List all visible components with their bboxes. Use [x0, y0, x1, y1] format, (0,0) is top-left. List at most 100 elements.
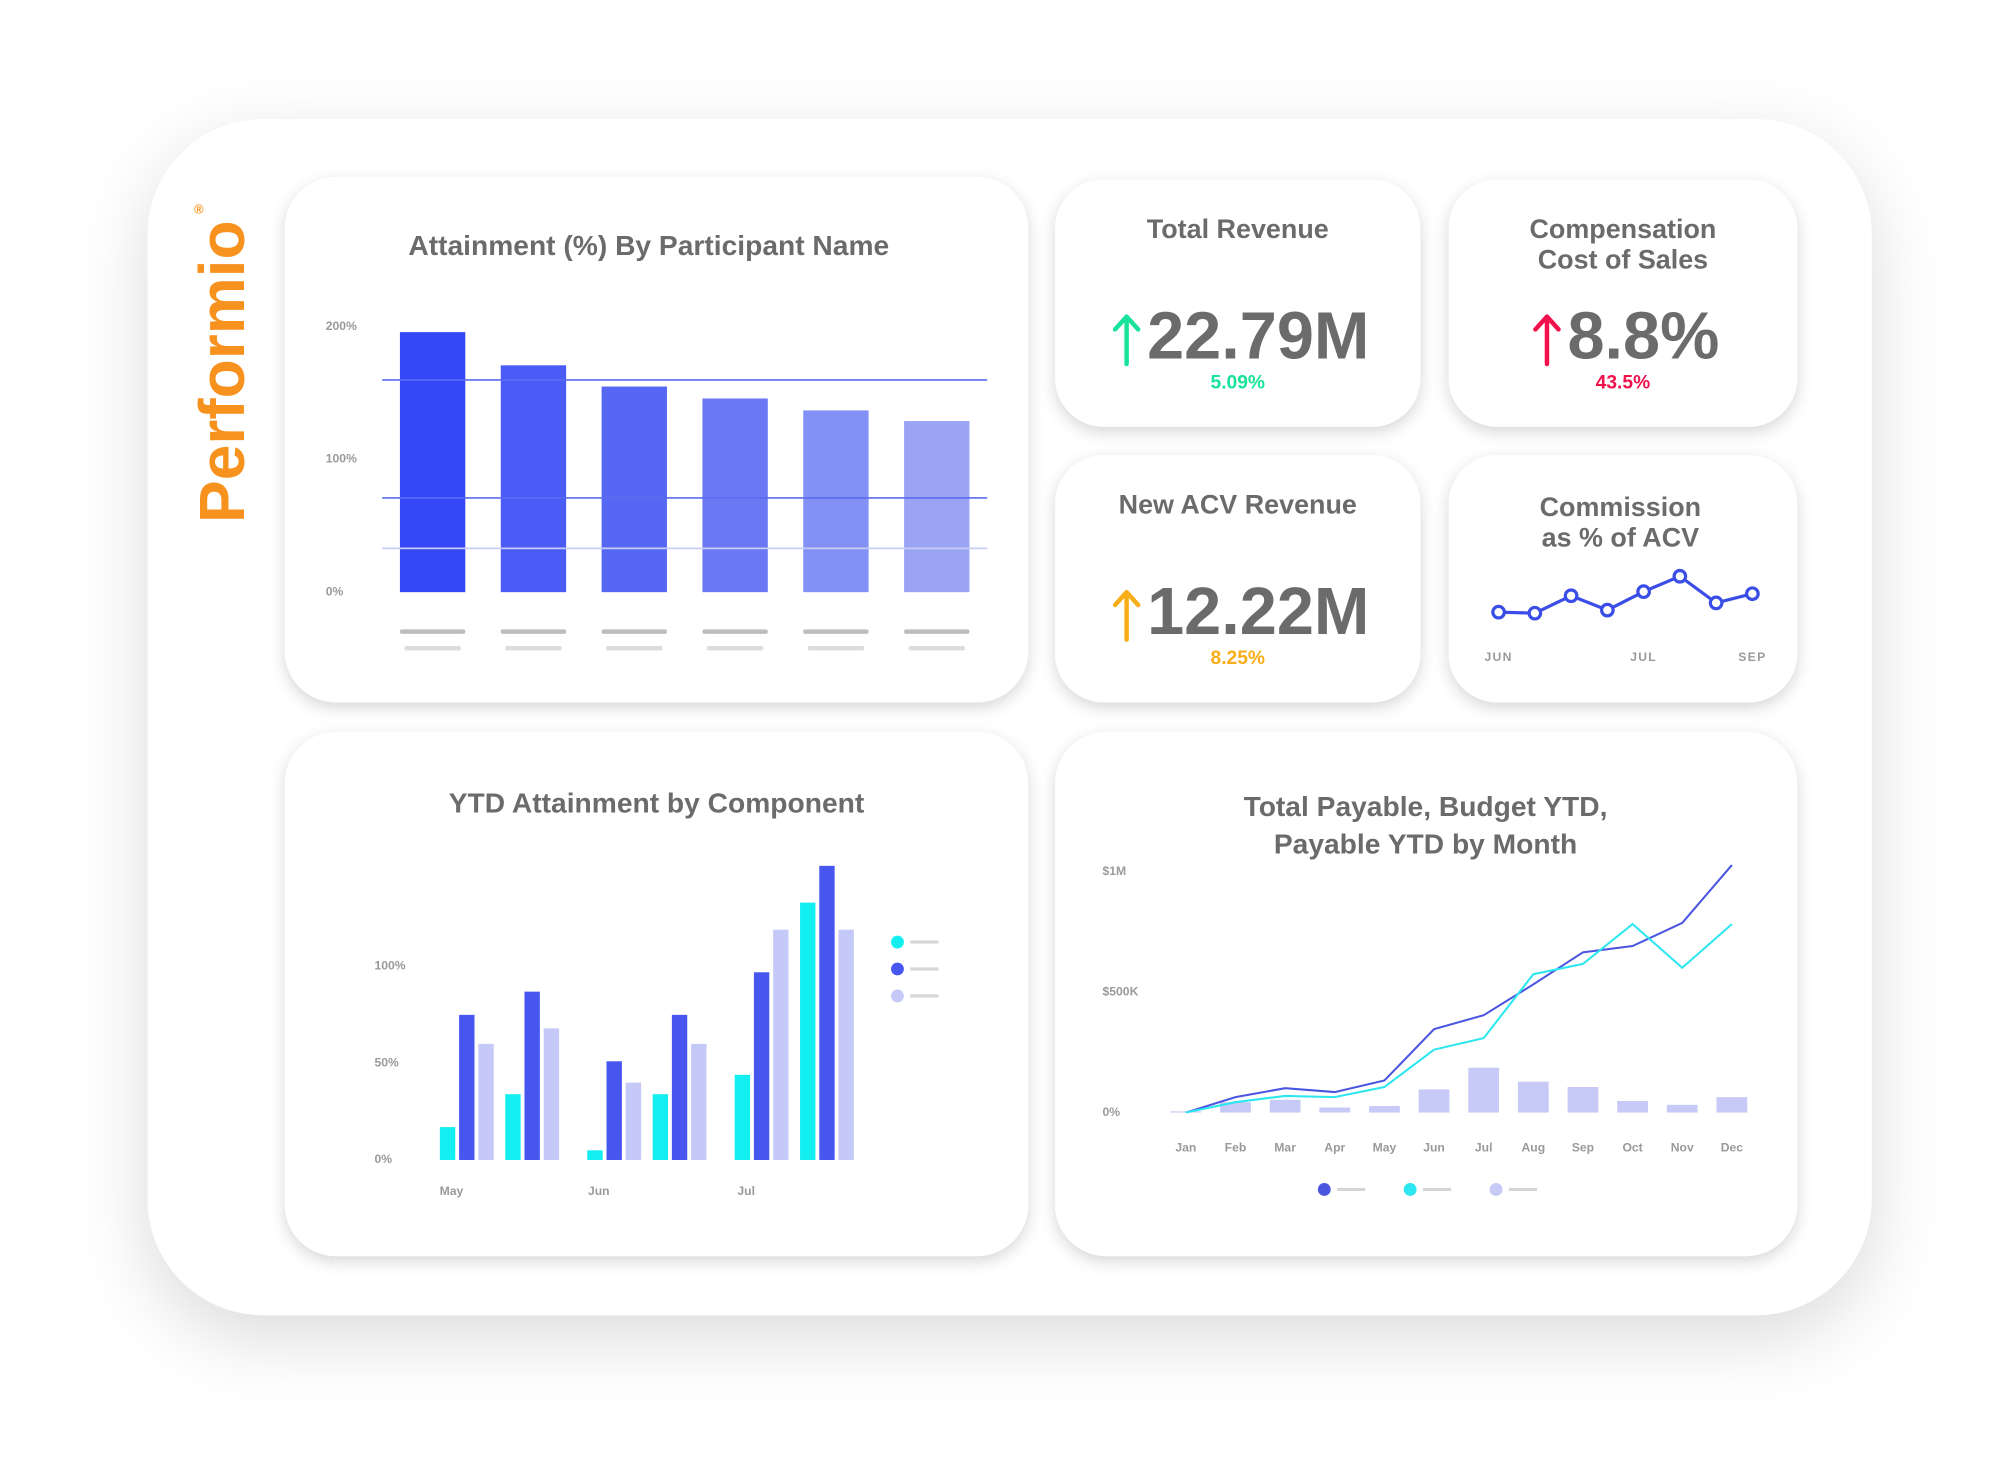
x-tick-label: Jul — [737, 1184, 755, 1198]
logo: Performio — [186, 220, 258, 523]
y-tick-label: 200% — [326, 319, 357, 333]
line — [1185, 864, 1733, 1114]
bar — [702, 398, 768, 593]
card — [1055, 455, 1421, 703]
label-placeholder — [601, 629, 667, 634]
label-placeholder — [505, 645, 562, 651]
x-tick-label: JUL — [1630, 650, 1657, 664]
card-title: Commission — [1540, 492, 1701, 522]
kpi-value: 22.79M — [1147, 300, 1369, 374]
label-placeholder — [904, 629, 970, 634]
y-tick-label: $500K — [1103, 984, 1139, 998]
bar — [399, 332, 466, 593]
bar — [691, 1043, 707, 1160]
point — [1636, 584, 1651, 600]
bar — [1617, 1100, 1648, 1113]
y-tick-label: 100% — [375, 959, 406, 973]
bar — [1468, 1067, 1500, 1113]
label-placeholder — [606, 645, 663, 651]
card — [1055, 731, 1798, 1257]
bar — [838, 929, 854, 1160]
kpi-value: 12.22M — [1147, 575, 1369, 649]
x-tick-label: Oct — [1622, 1141, 1642, 1155]
y-tick-label: 0% — [375, 1152, 393, 1166]
bar — [505, 1094, 521, 1160]
label-placeholder — [500, 629, 567, 634]
x-tick-label: May — [440, 1184, 464, 1198]
card-title: as % of ACV — [1542, 523, 1700, 553]
bar — [753, 972, 770, 1160]
point — [1745, 586, 1760, 602]
card-title: YTD Attainment by Component — [449, 786, 865, 818]
y-tick-label: $1M — [1103, 864, 1127, 878]
x-tick-label: Sep — [1572, 1141, 1594, 1155]
card-title: Total Revenue — [1147, 214, 1329, 244]
bar — [904, 421, 970, 593]
bar — [459, 1014, 475, 1160]
bar — [1269, 1099, 1301, 1113]
bar — [587, 1150, 603, 1160]
legend-dot — [1317, 1183, 1331, 1196]
point — [1491, 604, 1506, 620]
card-title: Cost of Sales — [1538, 245, 1708, 275]
x-tick-label: Jul — [1475, 1141, 1493, 1155]
x-tick-label: Jun — [1423, 1141, 1445, 1155]
x-tick-label: Mar — [1274, 1141, 1296, 1155]
kpi-change: 43.5% — [1596, 372, 1651, 393]
label-placeholder — [702, 629, 768, 634]
label-placeholder — [706, 645, 764, 651]
x-tick-label: JUN — [1485, 650, 1513, 664]
bar — [671, 1014, 688, 1160]
x-tick-label: SEP — [1738, 650, 1766, 664]
bar — [652, 1094, 669, 1160]
bar — [819, 865, 835, 1160]
y-tick-label: 0% — [326, 584, 344, 598]
bar — [803, 410, 869, 593]
bar — [1319, 1107, 1351, 1113]
x-tick-label: Dec — [1721, 1141, 1744, 1155]
label-placeholder — [404, 645, 461, 651]
bar — [478, 1043, 494, 1160]
bar — [1716, 1097, 1748, 1113]
trend-arrow — [1112, 589, 1141, 642]
legend-dot — [891, 989, 904, 1003]
card — [1448, 179, 1798, 427]
legend-dot — [1403, 1183, 1417, 1196]
line — [1185, 922, 1733, 1114]
x-tick-label: Nov — [1671, 1141, 1694, 1155]
bar — [524, 991, 540, 1160]
bar — [1666, 1104, 1698, 1113]
label-placeholder — [807, 645, 865, 651]
x-tick-label: Aug — [1521, 1141, 1545, 1155]
bar — [800, 902, 816, 1160]
card-title: Total Payable, Budget YTD, — [1244, 790, 1608, 822]
point — [1599, 602, 1615, 618]
bar — [439, 1127, 456, 1160]
bar — [601, 386, 667, 593]
point — [1708, 595, 1724, 611]
bar — [1517, 1081, 1549, 1113]
trend-arrow — [1533, 314, 1561, 367]
bar — [500, 365, 567, 593]
x-tick-label: Jan — [1175, 1141, 1196, 1155]
bar — [1418, 1089, 1450, 1113]
bar — [1369, 1106, 1400, 1113]
kpi-change: 8.25% — [1211, 648, 1266, 669]
logo-mark: ® — [194, 202, 204, 217]
card — [1055, 179, 1421, 427]
y-tick-label: 50% — [375, 1055, 400, 1069]
bar — [606, 1061, 622, 1160]
bar — [773, 929, 789, 1160]
bar — [1567, 1087, 1599, 1113]
bar — [734, 1074, 751, 1160]
card-title: Payable YTD by Month — [1274, 827, 1577, 859]
trend-arrow — [1112, 314, 1141, 367]
point — [1672, 568, 1688, 584]
legend-dot — [891, 962, 904, 976]
x-tick-label: Feb — [1225, 1141, 1247, 1155]
legend-dot — [1489, 1183, 1503, 1196]
label-placeholder — [803, 629, 869, 634]
kpi-change: 5.09% — [1211, 372, 1266, 393]
label-placeholder — [908, 645, 965, 651]
